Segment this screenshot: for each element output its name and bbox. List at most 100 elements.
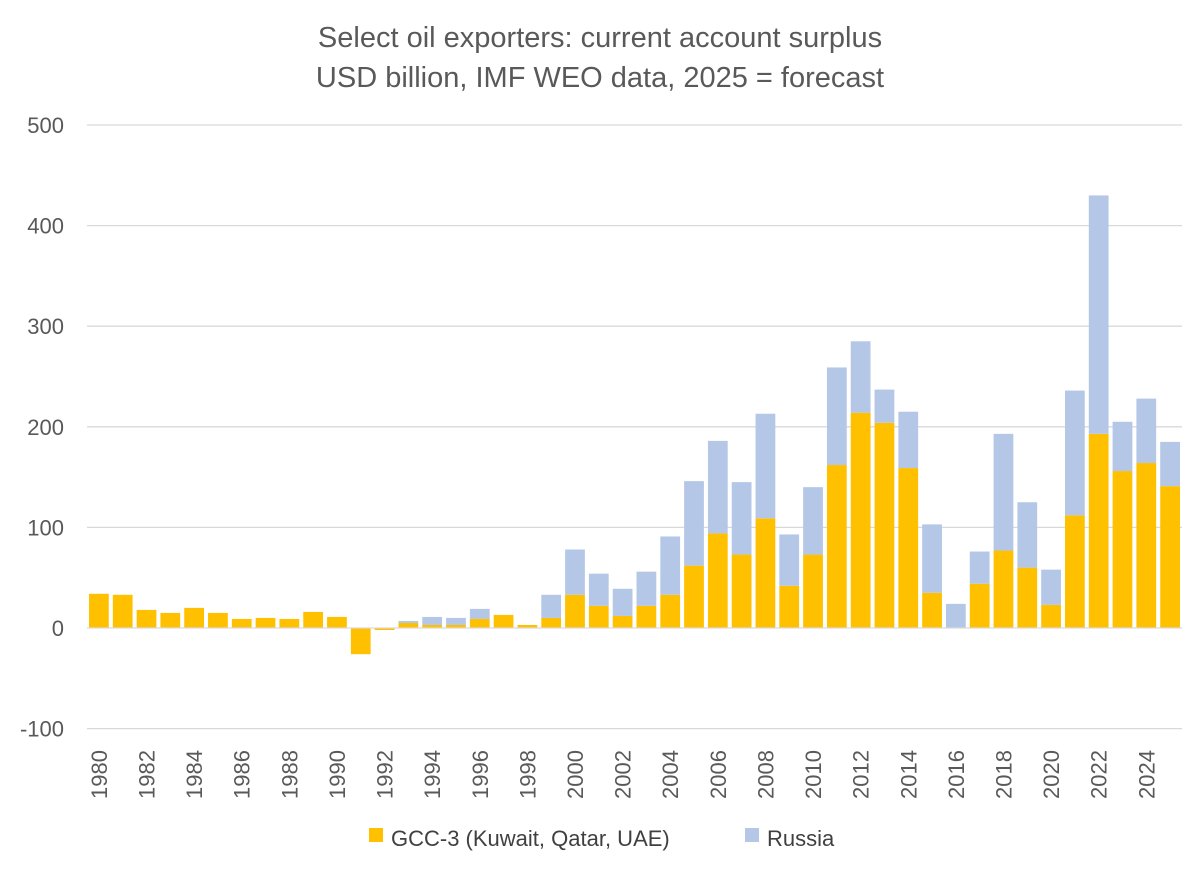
bar-russia-1994 xyxy=(422,616,443,625)
x-tick-label: 2010 xyxy=(801,750,826,799)
bar-russia-2013 xyxy=(874,389,895,423)
bar-gcc3-1999 xyxy=(541,617,562,628)
chart-subtitle: USD billion, IMF WEO data, 2025 = foreca… xyxy=(316,62,884,94)
bar-gcc3-2001 xyxy=(588,605,609,628)
legend-swatch-gcc3 xyxy=(369,828,383,842)
x-tick-label: 1992 xyxy=(373,750,398,799)
bar-russia-2002 xyxy=(612,588,633,616)
bar-russia-2023 xyxy=(1112,421,1133,472)
bar-gcc3-2002 xyxy=(612,615,633,628)
bar-russia-1993 xyxy=(398,620,419,623)
bar-gcc3-2008 xyxy=(755,518,776,628)
bar-gcc3-1994 xyxy=(422,624,443,628)
bar-russia-2014 xyxy=(898,411,919,469)
x-tick-label: 2022 xyxy=(1087,750,1112,799)
bar-gcc3-2007 xyxy=(731,554,752,628)
bar-russia-2015 xyxy=(922,524,942,593)
bar-gcc3-2023 xyxy=(1112,471,1133,628)
y-tick-label: 100 xyxy=(27,515,64,540)
x-tick-label: 2004 xyxy=(658,750,683,799)
bar-gcc3-2005 xyxy=(684,565,704,628)
legend: GCC-3 (Kuwait, Qatar, UAE) Russia xyxy=(369,826,835,851)
bar-gcc3-2000 xyxy=(565,594,585,628)
bar-gcc3-1985 xyxy=(208,612,228,628)
bar-russia-2016 xyxy=(945,603,966,628)
bar-gcc3-2015 xyxy=(922,592,942,628)
bar-gcc3-1996 xyxy=(469,618,490,628)
x-tick-label: 2000 xyxy=(563,750,588,799)
bar-russia-2010 xyxy=(803,487,823,555)
bar-russia-2018 xyxy=(993,433,1014,551)
bar-gcc3-2018 xyxy=(993,550,1014,628)
gridlines xyxy=(87,124,1182,730)
bar-russia-1996 xyxy=(469,608,490,619)
y-tick-label: 0 xyxy=(52,616,64,641)
bar-gcc3-2006 xyxy=(707,533,728,628)
bar-gcc3-1980 xyxy=(89,593,109,628)
bar-gcc3-2022 xyxy=(1088,433,1109,628)
bar-gcc3-1993 xyxy=(398,622,419,628)
bar-russia-2017 xyxy=(969,551,990,584)
bar-russia-2003 xyxy=(636,571,657,606)
bar-russia-2022 xyxy=(1088,195,1109,434)
bar-gcc3-2017 xyxy=(969,583,990,628)
bar-gcc3-1997 xyxy=(493,614,514,628)
x-tick-label: 1988 xyxy=(277,750,302,799)
x-tick-label: 2020 xyxy=(1039,750,1064,799)
bar-gcc3-2010 xyxy=(803,554,823,628)
y-tick-label: 500 xyxy=(27,113,64,138)
y-tick-label: 300 xyxy=(27,314,64,339)
bar-gcc3-1992 xyxy=(374,628,395,631)
bar-russia-2019 xyxy=(1017,502,1038,568)
x-tick-label: 1980 xyxy=(87,750,112,799)
x-tick-label: 2014 xyxy=(896,750,921,799)
bar-gcc3-2012 xyxy=(850,412,871,628)
y-tick-label: 200 xyxy=(27,415,64,440)
bar-gcc3-2024 xyxy=(1136,463,1157,628)
bar-russia-2020 xyxy=(1041,569,1061,605)
x-tick-label: 2008 xyxy=(753,750,778,799)
bar-gcc3-1986 xyxy=(231,618,252,628)
x-tick-label: 2012 xyxy=(849,750,874,799)
x-tick-label: 2006 xyxy=(706,750,731,799)
legend-label-russia: Russia xyxy=(767,826,835,851)
x-tick-label: 2016 xyxy=(944,750,969,799)
x-tick-label: 2018 xyxy=(992,750,1017,799)
bar-russia-1999 xyxy=(541,594,562,618)
bar-gcc3-1989 xyxy=(303,611,324,628)
bar-russia-2008 xyxy=(755,413,776,519)
x-tick-label: 2024 xyxy=(1134,750,1159,799)
axes: -100 0 100 200 300 400 500 1980 1982 1984 1986 1988… xyxy=(20,113,1182,799)
bar-russia-2025 xyxy=(1160,441,1180,487)
x-tick-label: 1998 xyxy=(515,750,540,799)
bar-gcc3-1991 xyxy=(350,628,371,655)
bar-gcc3-2020 xyxy=(1041,604,1061,628)
bar-russia-2007 xyxy=(731,482,752,555)
x-tick-label: 1994 xyxy=(420,750,445,799)
bar-russia-2001 xyxy=(588,573,609,606)
bar-gcc3-2021 xyxy=(1065,515,1085,628)
bar-russia-2024 xyxy=(1136,398,1157,464)
x-tick-label: 1984 xyxy=(182,750,207,799)
bar-gcc3-2014 xyxy=(898,468,919,628)
bar-russia-1995 xyxy=(446,617,466,625)
x-tick-label: 1990 xyxy=(325,750,350,799)
bar-gcc3-2025 xyxy=(1160,486,1180,628)
bar-gcc3-2003 xyxy=(636,605,657,628)
bars xyxy=(89,195,1180,655)
bar-gcc3-1990 xyxy=(327,616,347,628)
bar-russia-2006 xyxy=(707,440,728,534)
bar-gcc3-1988 xyxy=(279,618,300,628)
bar-russia-2004 xyxy=(660,536,681,595)
y-tick-label: -100 xyxy=(20,717,64,742)
chart-title: Select oil exporters: current account su… xyxy=(318,22,882,54)
bar-gcc3-2009 xyxy=(779,585,800,628)
bar-gcc3-1981 xyxy=(112,594,133,628)
bar-russia-2009 xyxy=(779,534,800,586)
x-tick-label: 1996 xyxy=(468,750,493,799)
bar-russia-2005 xyxy=(684,481,704,566)
x-tick-label: 2002 xyxy=(611,750,636,799)
legend-swatch-russia xyxy=(745,828,759,842)
